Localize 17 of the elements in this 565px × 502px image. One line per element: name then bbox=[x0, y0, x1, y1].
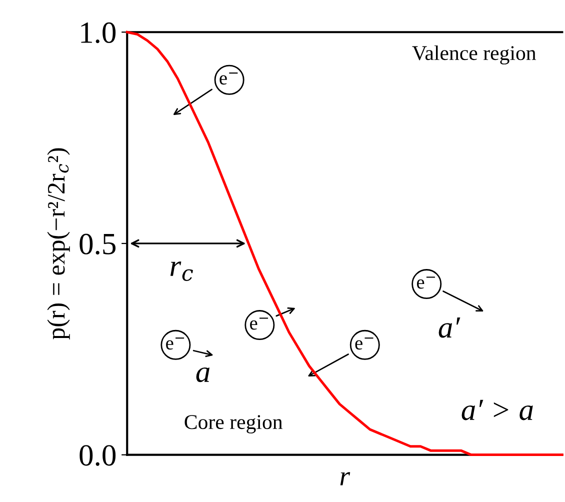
annotation: a′ bbox=[438, 317, 460, 338]
annotation: a′ > a bbox=[462, 400, 533, 420]
annotation: Valence region bbox=[412, 45, 536, 64]
annotation: e$^{−}$ bbox=[166, 338, 184, 350]
annotation: e$^{−}$ bbox=[355, 338, 374, 350]
y-axis-title: p(r) = exp(−r²/2r$_{c}$²) bbox=[47, 148, 70, 340]
y-tick-label: 0.5 bbox=[80, 234, 116, 255]
annotation: e$^{−}$ bbox=[416, 276, 435, 289]
annotation: a bbox=[196, 367, 210, 382]
annotation: e$^{−}$ bbox=[220, 72, 238, 85]
y-tick-label: 0.0 bbox=[80, 445, 116, 466]
x-axis-title: r bbox=[340, 472, 350, 486]
annotation: Core region bbox=[184, 415, 283, 434]
y-tick-label: 1.0 bbox=[81, 22, 116, 44]
annotation: r$_{c}$ bbox=[170, 262, 193, 281]
annotation: e$^{−}$ bbox=[250, 318, 268, 330]
line-series bbox=[126, 30, 564, 456]
